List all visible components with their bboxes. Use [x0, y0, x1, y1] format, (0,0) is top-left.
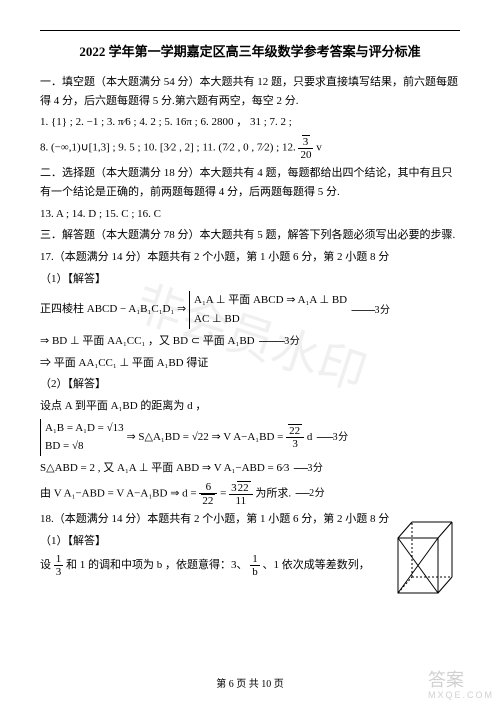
- q17-g-frac2: 32211: [229, 481, 253, 507]
- page-footer: 第 6 页 共 10 页: [0, 676, 500, 693]
- score-3d: ------3 分: [293, 460, 321, 477]
- brace2-line2: BD = √8: [45, 437, 124, 456]
- q17-e-mid: ⇒ S△A₁BD = √22 ⇒ V A−A₁BD =: [126, 431, 286, 443]
- q17-head: 17.（本题满分 14 分）本题共有 2 个小题，第 1 小题 6 分，第 2 …: [40, 248, 460, 267]
- q17-b-text: ⇒ BD ⊥ 平面 AA₁CC₁ ，又 BD ⊂ 平面 A₁BD: [40, 332, 255, 351]
- page-title: 2022 学年第一学期嘉定区高三年级数学参考答案与评分标准: [40, 41, 460, 63]
- q17-g-tail: 为所求.: [255, 487, 291, 499]
- score-2: ------2 分: [295, 485, 323, 502]
- brace-2: A₁B = A₁D = √13 BD = √8: [40, 419, 124, 456]
- choice-answers: 13. A ; 14. D ; 15. C ; 16. C: [40, 205, 460, 224]
- brace-1: A₁A ⊥ 平面 ABCD ⇒ A₁A ⊥ BD AC ⊥ BD: [189, 291, 347, 328]
- fill-blank-answers-2: 8. (−∞,1)∪[1,3] ; 9. 5 ; 10. [3⁄2 , 2] ;…: [40, 135, 460, 161]
- q17-line-f: S△ABD = 2 , 又 A₁A ⊥ 平面 ABD ⇒ V A₁−ABD = …: [40, 459, 460, 478]
- q17-line-c: ⇒ 平面 AA₁CC₁ ⊥ 平面 A₁BD 得证: [40, 354, 460, 373]
- q18-a-mid: 和 1 的调和中项为 b ，依题意得：3、: [66, 559, 248, 571]
- q17-e-frac: 223: [286, 424, 304, 450]
- score-3a: ----------3 分: [351, 302, 389, 319]
- solve-intro: 三．解答题（本大题满分 78 分）本大题共有 5 题，解答下列各题必须写出必要的…: [40, 226, 460, 245]
- q17-line-b: ⇒ BD ⊥ 平面 AA₁CC₁ ，又 BD ⊂ 平面 A₁BD -------…: [40, 332, 460, 351]
- fill-blank-intro: 一．填空题（本大题满分 54 分）本大题共有 12 题，只要求直接填写结果，前六…: [40, 73, 460, 110]
- q17-part2-label: （2）【解答】: [40, 375, 460, 394]
- q18-a-pre: 设: [40, 559, 54, 571]
- q17-f-text: S△ABD = 2 , 又 A₁A ⊥ 平面 ABD ⇒ V A₁−ABD = …: [40, 459, 289, 478]
- score-3b: -----------3 分: [259, 333, 299, 350]
- q17-e-tail: d: [307, 431, 313, 443]
- brace2-line1: A₁B = A₁D = √13: [45, 419, 124, 438]
- ans-12-frac: 320: [298, 135, 313, 161]
- choice-intro: 二．选择题（本大题满分 18 分）本大题共有 4 题，每题都给出四个结论，其中有…: [40, 164, 460, 201]
- q17-line-g: 由 V A₁−ABD = V A−A₁BD ⇒ d = 622 = 32211 …: [40, 481, 460, 507]
- q17-a-pre: 正四棱柱 ABCD − A₁B₁C₁D₁ ⇒: [40, 304, 189, 316]
- q17-g-mid: =: [220, 487, 229, 499]
- q17-line-e: A₁B = A₁D = √13 BD = √8 ⇒ S△A₁BD = √22 ⇒…: [40, 419, 460, 456]
- q18-a-tail: 、1 依次成等差数列，: [263, 559, 370, 571]
- cube-figure: [390, 510, 460, 600]
- ans-12-post: v: [316, 142, 322, 154]
- q18-a-frac1: 13: [54, 553, 64, 578]
- brace1-line2: AC ⊥ BD: [194, 310, 347, 329]
- ans-8-12-pre: 8. (−∞,1)∪[1,3] ; 9. 5 ; 10. [3⁄2 , 2] ;…: [40, 142, 298, 154]
- q17-line-a: 正四棱柱 ABCD − A₁B₁C₁D₁ ⇒ A₁A ⊥ 平面 ABCD ⇒ A…: [40, 291, 460, 328]
- q17-g-pre: 由 V A₁−ABD = V A−A₁BD ⇒ d =: [40, 487, 199, 499]
- q18-a-frac2: 1b: [250, 553, 260, 578]
- q17-line-d: 设点 A 到平面 A₁BD 的距离为 d ，: [40, 397, 460, 416]
- brace1-line1: A₁A ⊥ 平面 ABCD ⇒ A₁A ⊥ BD: [194, 291, 347, 310]
- q17-part1-label: （1）【解答】: [40, 270, 460, 289]
- q17-g-frac1: 622: [199, 481, 217, 507]
- score-3c: -------3 分: [316, 429, 347, 446]
- fill-blank-answers-1: 1. {1} ; 2. −1 ; 3. π⁄6 ; 4. 2 ; 5. 16π …: [40, 113, 460, 132]
